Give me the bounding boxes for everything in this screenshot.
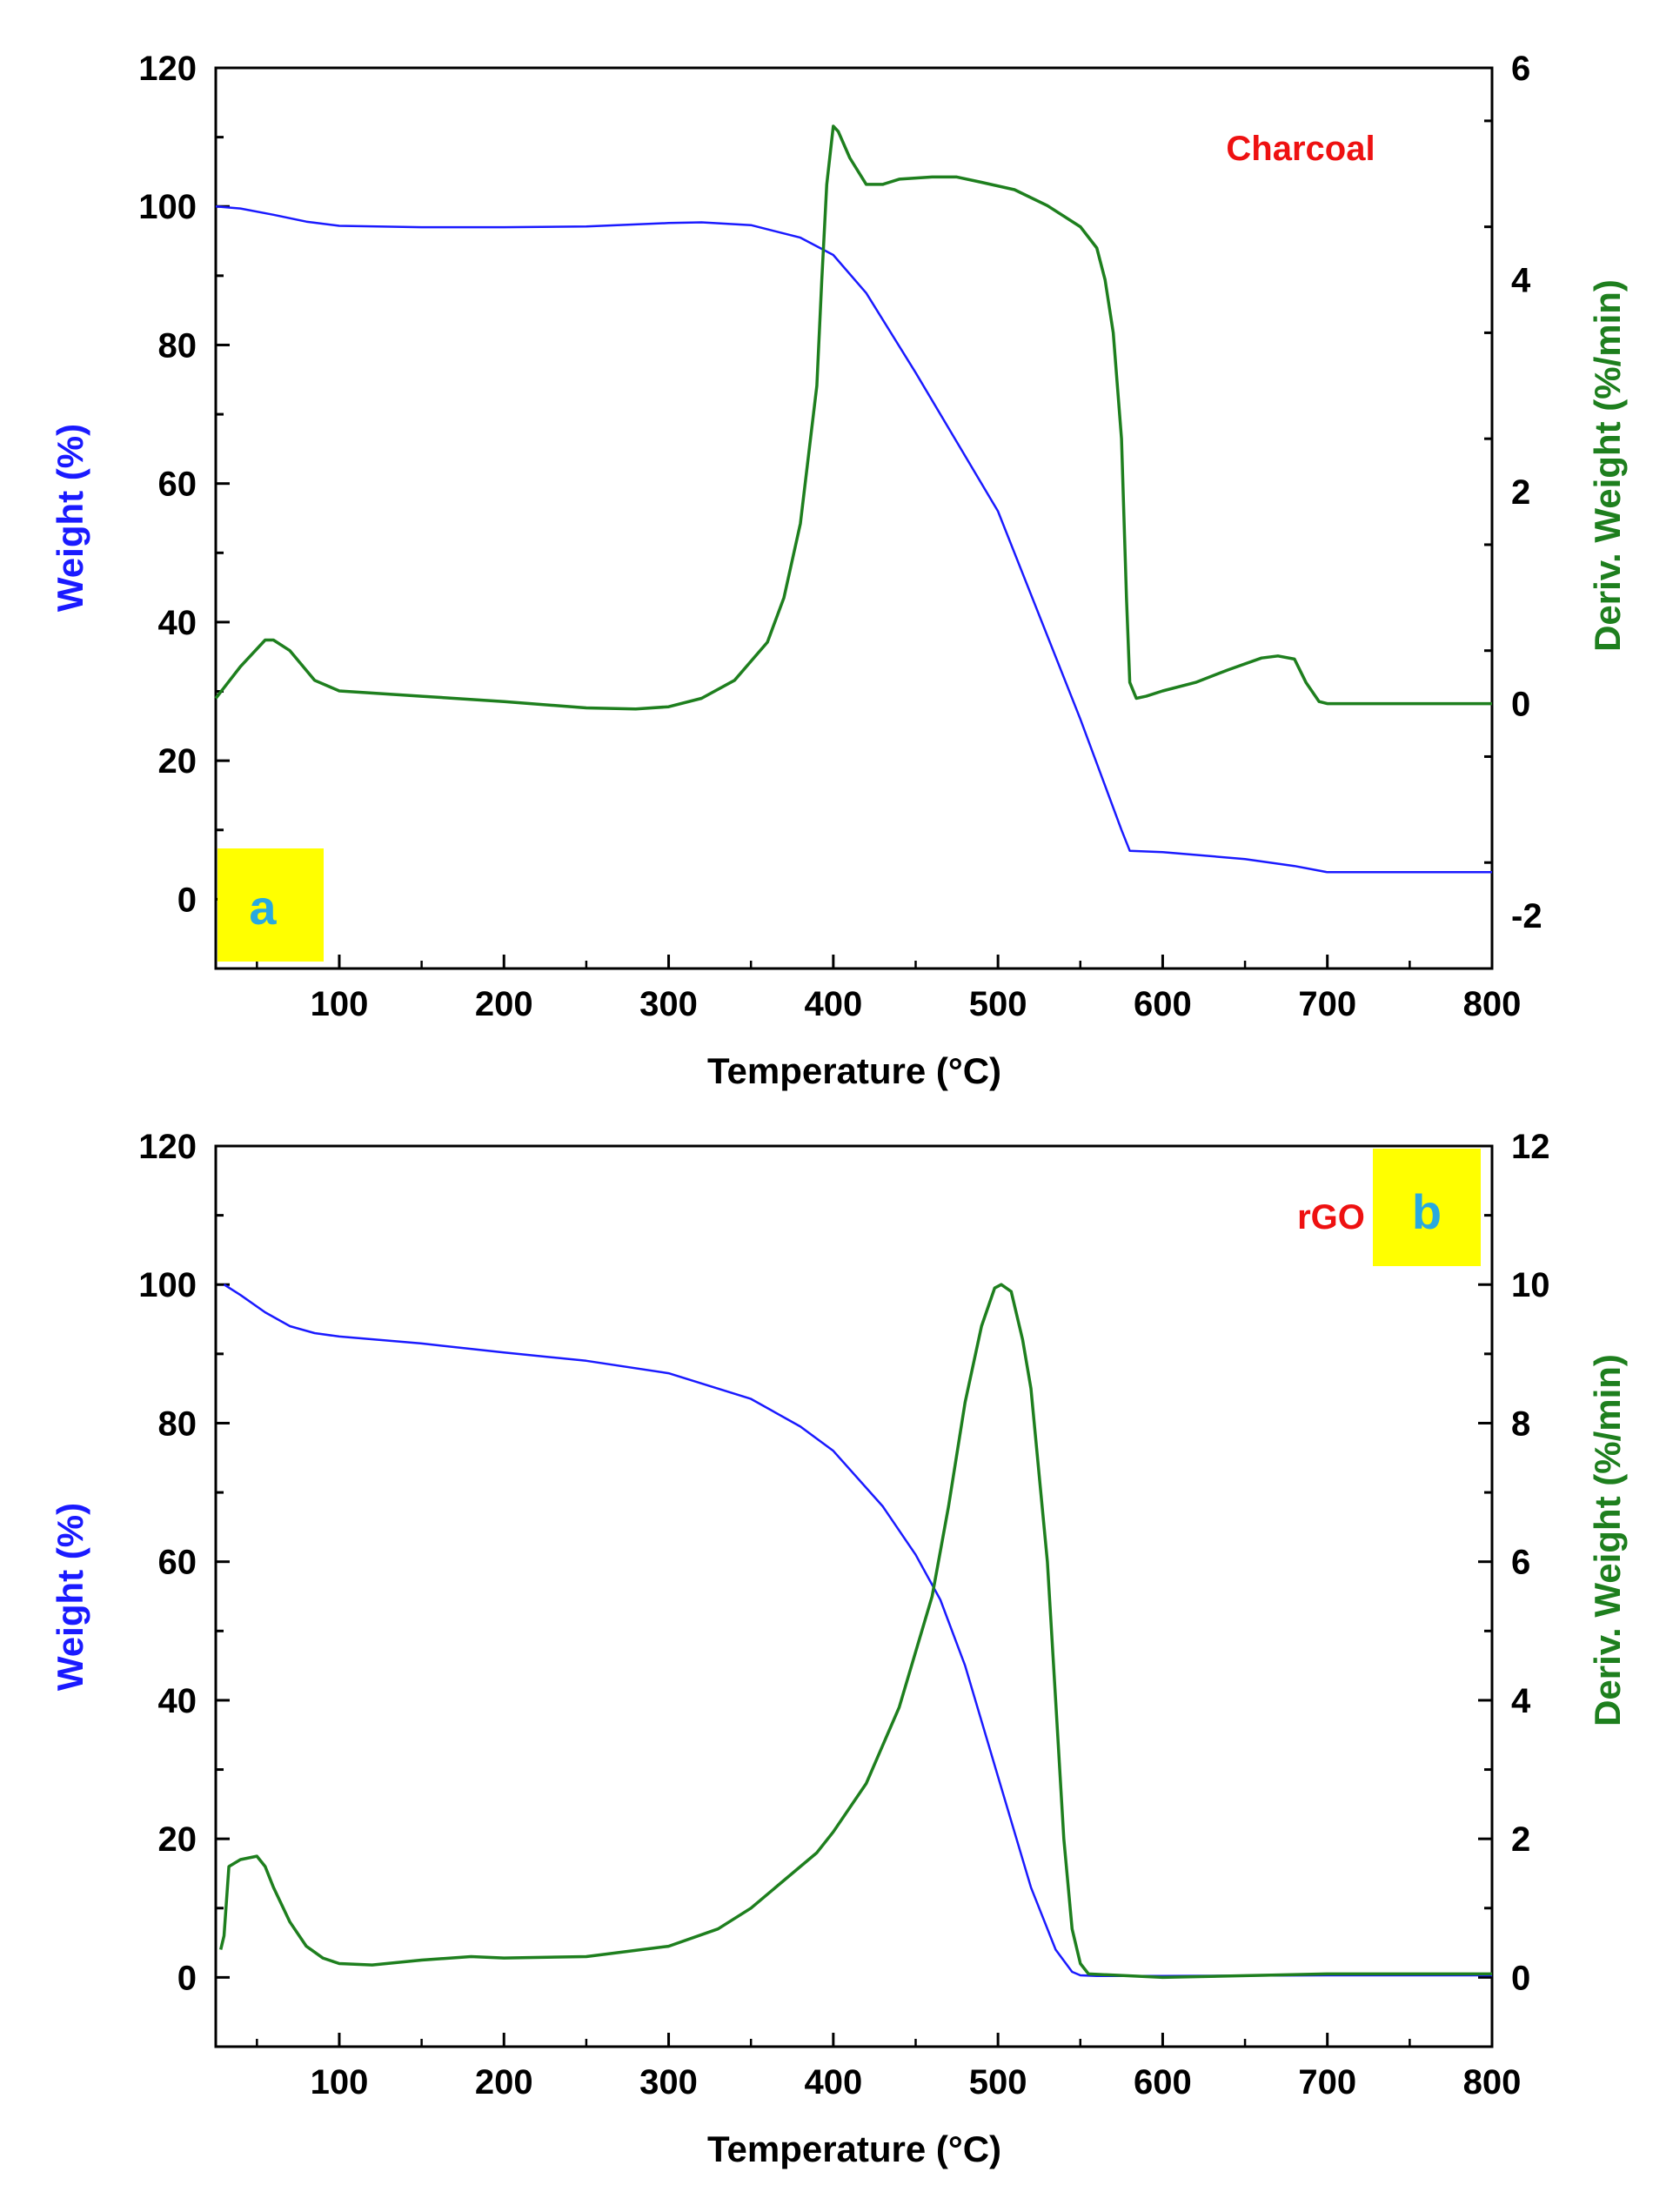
x-tick-labels: 100 200 300 400 500 600 700 800 (311, 985, 1522, 1023)
y2-tick-label: 0 (1511, 1959, 1530, 1997)
y2-tick-label: 10 (1511, 1266, 1550, 1304)
panel-a-charcoal: 100 200 300 400 500 600 700 800 020406080100120… (50, 50, 1628, 1091)
weight-curve (223, 1284, 1492, 1978)
x-tick-label: 300 (639, 2063, 698, 2101)
x-tick-label: 700 (1298, 985, 1356, 1023)
y-tick-label: 60 (158, 466, 197, 504)
y-axis-title: Weight (%) (50, 424, 90, 612)
y-tick-label: 60 (158, 1544, 197, 1582)
y-tick-label: 40 (158, 1682, 197, 1720)
panel-label-a: a (249, 880, 277, 935)
x-tick-label: 200 (475, 2063, 533, 2101)
plot-frame (214, 66, 1494, 970)
panel-label-box: a (217, 848, 324, 962)
y2-axis-title: Deriv. Weight (%/min) (1587, 1354, 1628, 1726)
plot-frame (214, 1144, 1494, 2048)
y2-tick-label: 4 (1511, 262, 1531, 300)
y-tick-label: 100 (138, 188, 197, 226)
x-tick-label: 100 (311, 2063, 369, 2101)
y-tick-label: 120 (138, 50, 197, 88)
y-tick-label: 100 (138, 1266, 197, 1304)
y2-tick-label: 2 (1511, 1820, 1530, 1859)
panel-b-rgo: 100 200 300 400 500 600 700 800 020406080100120… (50, 1128, 1628, 2169)
y2-tick-labels: -2 0 2 4 6 (1511, 50, 1543, 935)
panel-label-background (217, 848, 324, 962)
x-tick-label: 800 (1463, 2063, 1522, 2101)
y2-tick-label: 2 (1511, 473, 1530, 512)
x-tick-label: 600 (1134, 985, 1192, 1023)
y-tick-label: 20 (158, 1820, 197, 1859)
y-tick-label: 20 (158, 742, 197, 781)
x-tick-label: 600 (1134, 2063, 1192, 2101)
x-tick-label: 400 (804, 2063, 862, 2101)
sample-name-rgo: rGO (1297, 1198, 1365, 1237)
x-axis-title: Temperature (°C) (707, 2128, 1001, 2169)
y-axis-title: Weight (%) (50, 1503, 90, 1691)
sample-name-charcoal: Charcoal (1226, 130, 1375, 168)
axis-ticks (216, 66, 1494, 970)
y2-tick-label: 4 (1511, 1682, 1531, 1720)
y-tick-labels: 0 20 40 60 80 100 120 (138, 1128, 197, 1997)
y-tick-label: 0 (177, 1959, 197, 1997)
y-tick-label: 120 (138, 1128, 197, 1166)
panel-label-b: b (1412, 1184, 1442, 1239)
y2-tick-label: -2 (1511, 897, 1543, 935)
y-tick-label: 40 (158, 604, 197, 642)
x-tick-label: 200 (475, 985, 533, 1023)
y-tick-label: 80 (158, 326, 197, 365)
weight-curve (215, 204, 1492, 874)
y-tick-labels: 0 20 40 60 80 100 120 (138, 50, 197, 919)
x-tick-label: 400 (804, 985, 862, 1023)
y-tick-label: 0 (177, 881, 197, 919)
y2-axis-title: Deriv. Weight (%/min) (1587, 279, 1628, 652)
x-tick-label: 100 (311, 985, 369, 1023)
panel-label-box: b (1373, 1149, 1481, 1266)
y-tick-label: 80 (158, 1404, 197, 1443)
y2-tick-label: 0 (1511, 686, 1530, 724)
deriv-weight-curve (214, 124, 1492, 711)
y2-tick-label: 6 (1511, 50, 1530, 88)
x-tick-label: 500 (969, 2063, 1027, 2101)
x-tick-label: 500 (969, 985, 1027, 1023)
panel-label-background (1373, 1149, 1481, 1266)
x-axis-title: Temperature (°C) (707, 1050, 1001, 1091)
x-tick-label: 800 (1463, 985, 1522, 1023)
deriv-weight-curve (218, 1283, 1492, 1980)
axis-ticks (216, 1144, 1494, 2048)
y2-tick-label: 12 (1511, 1128, 1550, 1166)
y2-tick-label: 8 (1511, 1404, 1530, 1443)
y2-tick-labels: 0 2 4 6 8 10 12 (1511, 1128, 1550, 1997)
x-tick-label: 700 (1298, 2063, 1356, 2101)
x-tick-label: 300 (639, 985, 698, 1023)
x-tick-labels: 100 200 300 400 500 600 700 800 (311, 2063, 1522, 2101)
y2-tick-label: 6 (1511, 1544, 1530, 1582)
